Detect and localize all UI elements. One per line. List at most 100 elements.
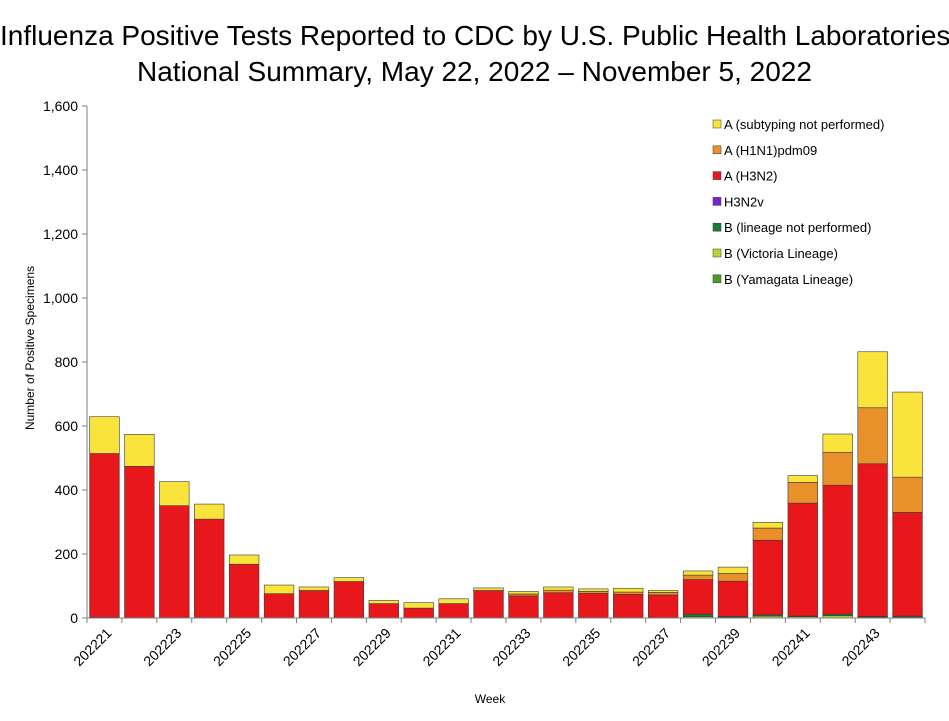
bar-segment — [333, 577, 365, 582]
bar-segment — [403, 607, 434, 619]
x-tick-label: 202221 — [70, 625, 114, 669]
bar-segment — [752, 522, 784, 529]
bar-segment — [473, 587, 504, 591]
bar-segment — [822, 451, 853, 486]
bar-segment — [89, 453, 120, 618]
legend-label: A (subtyping not performed) — [724, 117, 884, 132]
bar-segment — [228, 563, 260, 618]
bar-segment — [613, 587, 644, 593]
y-tick-label: 200 — [55, 546, 79, 562]
bar-segment — [508, 591, 539, 595]
legend-label: A (H3N2) — [724, 169, 777, 184]
x-tick-label: 202231 — [419, 625, 463, 669]
bar-segment — [159, 481, 190, 506]
y-tick-label: 1,000 — [43, 290, 78, 306]
legend-swatch — [712, 145, 722, 155]
bar-segment — [228, 554, 260, 565]
bar-segment — [578, 593, 609, 618]
legend-swatch — [712, 248, 722, 258]
x-tick-label: 202229 — [350, 625, 394, 669]
legend-swatch — [712, 274, 722, 284]
x-tick-label: 202235 — [559, 625, 603, 669]
bar-segment — [194, 518, 225, 618]
bar-segment — [647, 592, 679, 596]
bar-segment — [892, 476, 923, 513]
y-tick-label: 1,200 — [43, 226, 78, 242]
chart-title-line-2: National Summary, May 22, 2022 – Novembe… — [137, 56, 812, 87]
y-tick-label: 800 — [55, 354, 79, 370]
bar-segment — [298, 590, 330, 619]
legend-swatch — [712, 119, 722, 129]
bar-segment — [89, 416, 120, 454]
bar-segment — [263, 593, 295, 619]
bar-segment — [368, 600, 399, 604]
bar-segment — [613, 594, 644, 618]
bar-segment — [333, 581, 365, 619]
bar-segment — [298, 586, 330, 591]
bar-segment — [787, 475, 818, 483]
bar-segment — [822, 433, 853, 453]
bar-segment — [543, 586, 574, 591]
legend-swatch — [712, 197, 722, 206]
bar-segment — [752, 527, 784, 541]
x-tick-label: 202241 — [769, 625, 813, 669]
bar-segment — [124, 466, 155, 618]
y-tick-label: 0 — [70, 610, 78, 626]
bar-segment — [403, 602, 434, 609]
y-tick-label: 1,600 — [43, 98, 78, 114]
bar-segment — [682, 579, 714, 615]
x-axis-label: Week — [475, 692, 506, 706]
y-tick-label: 1,400 — [43, 162, 78, 178]
bar-segment — [857, 351, 888, 409]
x-tick-label: 202223 — [140, 625, 184, 669]
y-axis-label: Number of Positive Specimens — [23, 266, 37, 430]
bar-segment — [543, 589, 574, 594]
bar-segment — [647, 594, 679, 618]
bar-segment — [578, 588, 609, 592]
x-tick-label: 202243 — [838, 625, 882, 669]
bar-segment — [752, 539, 784, 616]
y-tick-label: 600 — [55, 418, 79, 434]
bar-segment — [822, 484, 853, 615]
legend-swatch — [712, 171, 722, 180]
bar-segment — [263, 584, 295, 594]
bar-segment — [892, 391, 923, 478]
x-tick-label: 202237 — [629, 625, 673, 669]
bar-segment — [194, 503, 225, 520]
bar-segment — [857, 463, 888, 617]
bar-segment — [787, 502, 818, 617]
bar-segment — [368, 603, 399, 619]
x-tick-label: 202227 — [280, 625, 324, 669]
legend-label: B (lineage not performed) — [724, 220, 871, 235]
bar-segment — [473, 590, 504, 618]
x-tick-label: 202239 — [699, 625, 743, 669]
bar-segment — [682, 613, 714, 618]
bar-segment — [438, 603, 469, 618]
bar-segment — [857, 407, 888, 465]
bar-segment — [892, 512, 923, 617]
bar-segment — [438, 598, 469, 604]
legend-label: B (Victoria Lineage) — [724, 246, 838, 261]
bar-segment — [543, 592, 574, 618]
bar-segment — [647, 590, 679, 593]
x-tick-label: 202225 — [210, 625, 254, 669]
bar-segment — [124, 434, 155, 467]
bar-segment — [717, 580, 749, 617]
bar-segment — [787, 482, 818, 504]
bar-segment — [682, 570, 714, 576]
bar-segment — [682, 574, 714, 580]
x-tick-label: 202233 — [489, 625, 533, 669]
bar-segment — [717, 566, 749, 574]
legend-swatch — [712, 222, 722, 232]
bar-segment — [159, 505, 190, 618]
chart-title-line-1: Influenza Positive Tests Reported to CDC… — [0, 20, 949, 51]
legend-label: B (Yamagata Lineage) — [724, 272, 853, 287]
bar-segment — [717, 573, 749, 582]
y-tick-label: 400 — [55, 482, 79, 498]
legend-label: A (H1N1)pdm09 — [724, 143, 817, 158]
bar-segment — [613, 591, 644, 595]
legend-label: H3N2v — [724, 194, 764, 209]
bar-segment — [508, 595, 539, 618]
